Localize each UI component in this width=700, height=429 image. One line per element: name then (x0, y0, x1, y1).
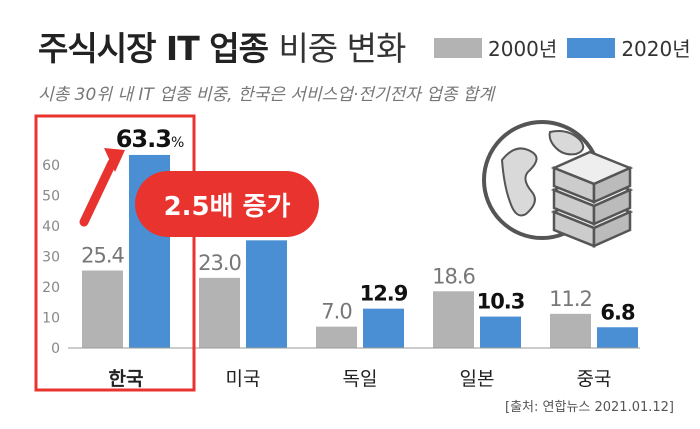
category-label: 일본 (460, 368, 495, 390)
category-label: 미국 (226, 368, 261, 390)
category-label: 중국 (577, 368, 612, 390)
value-label: 11.2 (549, 287, 592, 311)
bar-2020 (597, 327, 638, 348)
increase-arrow-head (104, 148, 125, 172)
chart-subtitle: 시총 30위 내 IT 업종 비중, 한국은 서비스업·전기전자 업종 합계 (38, 85, 495, 105)
value-label: 23.0 (198, 251, 241, 275)
legend-item-2000: 2000년 (434, 33, 557, 62)
bar-2000 (433, 291, 474, 348)
value-label: 25.4 (81, 244, 124, 268)
value-label: 10.3 (477, 290, 525, 314)
title-bold: 주식시장 IT 업종 (38, 29, 269, 68)
bar-2000 (199, 277, 240, 348)
value-unit-label: % (171, 135, 184, 151)
legend-item-2020: 2020년 (567, 33, 691, 62)
value-label: 63.3% (116, 125, 184, 153)
callout-text: 2.5배 증가 (164, 192, 291, 222)
bar-2000 (82, 270, 123, 348)
y-tick-label: 50 (42, 189, 60, 205)
value-label: 6.8 (600, 300, 635, 324)
y-tick-label: 40 (42, 219, 60, 235)
category-label: 한국 (109, 368, 144, 390)
legend: 2000년 2020년 (434, 33, 700, 62)
y-tick-label: 20 (42, 280, 60, 296)
value-label: 12.9 (360, 282, 408, 306)
callout-badge (135, 171, 319, 237)
value-label: 18.6 (432, 264, 475, 288)
legend-swatch-2000 (434, 37, 482, 58)
y-tick-label: 30 (42, 250, 60, 266)
title-light: 비중 변화 (278, 29, 406, 68)
legend-label-2020: 2020년 (621, 37, 691, 61)
bar-2000 (550, 313, 591, 348)
bar-2020 (480, 316, 521, 348)
bar-2000 (316, 326, 357, 348)
y-tick-label: 60 (42, 158, 60, 174)
globe-and-money-stack-icon (482, 120, 634, 248)
y-tick-label: 10 (42, 311, 60, 327)
bar-2020 (363, 308, 404, 348)
chart-title: 주식시장 IT 업종 비중 변화 (38, 22, 406, 70)
legend-swatch-2020 (567, 37, 616, 58)
value-label: 7.0 (321, 300, 351, 324)
highlight-frame (34, 114, 196, 392)
legend-label-2000: 2000년 (488, 37, 558, 61)
source-note: [출처: 연합뉴스 2021.01.12] (505, 400, 674, 415)
y-tick-label: 0 (51, 341, 60, 357)
increase-arrow-shaft (79, 158, 117, 227)
category-label: 독일 (343, 368, 378, 390)
bar-2020 (246, 240, 287, 348)
